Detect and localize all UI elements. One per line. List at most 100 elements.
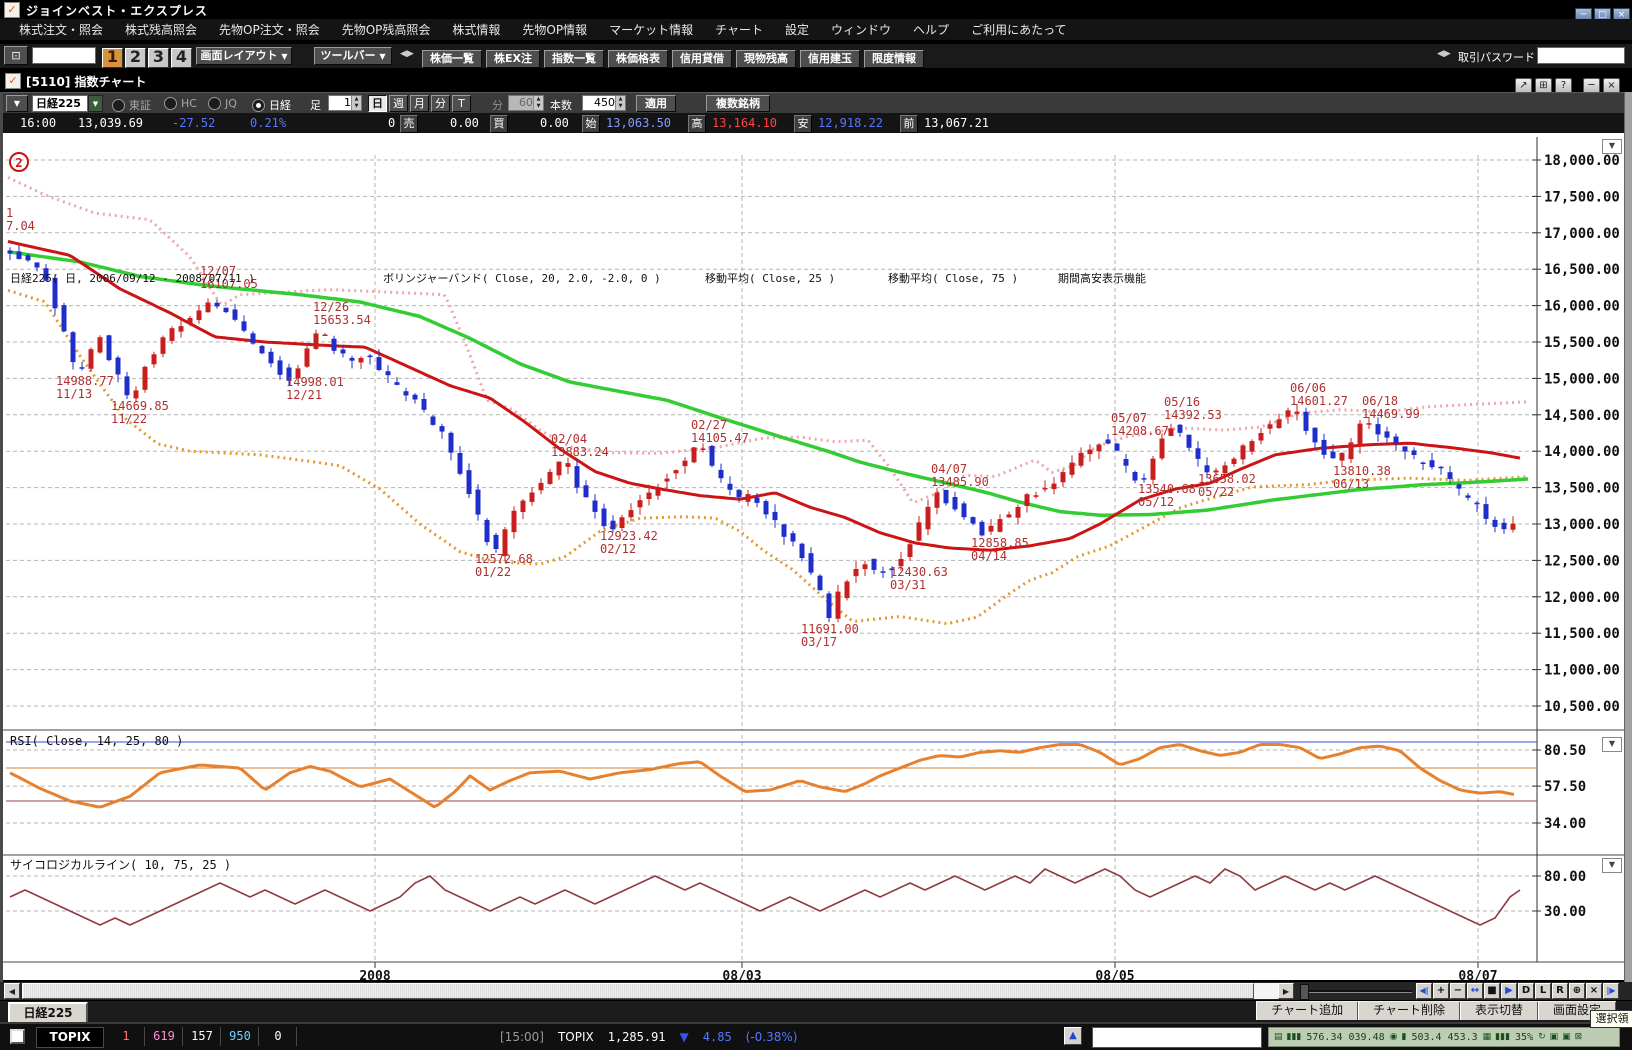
nav-button-3[interactable]: ↔ (1467, 983, 1483, 999)
status-change-pct: (-0.38%) (745, 1030, 798, 1044)
radio-日経[interactable]: 日経 (252, 97, 291, 113)
quick-button-1[interactable]: 株EX注 (486, 50, 540, 68)
nav-button-2[interactable]: − (1450, 983, 1466, 999)
bottom-button-2[interactable]: 表示切替 (1459, 1002, 1538, 1020)
nav-button-9[interactable]: ⊕ (1569, 983, 1585, 999)
bottom-button-0[interactable]: チャート追加 (1256, 1002, 1359, 1020)
quick-button-5[interactable]: 現物残高 (736, 50, 796, 68)
nav-button-11[interactable]: |▶ (1603, 983, 1619, 999)
cascade-windows-icon[interactable]: ⊡ (4, 46, 28, 65)
scrollbar-track[interactable] (1254, 983, 1278, 999)
layout-button[interactable]: 画面レイアウト ▼ (196, 47, 292, 65)
nav-button-7[interactable]: L (1535, 983, 1551, 999)
price-annotation: 12/21 (286, 388, 322, 402)
nav-button-5[interactable]: ▶ (1501, 983, 1517, 999)
apply-button[interactable]: 適用 (636, 95, 676, 112)
radio-HC[interactable]: HC (164, 97, 197, 110)
price-annotation: 11691.00 (801, 622, 859, 636)
menu-item-11[interactable]: ご利用にあたって (971, 23, 1067, 37)
chevron-down-icon[interactable]: ▼ (6, 95, 28, 112)
price-annotation: 13883.24 (551, 445, 609, 459)
password-input[interactable] (1537, 47, 1625, 64)
window-frame-right[interactable] (1624, 92, 1632, 1022)
menu-item-0[interactable]: 株式注文・照会 (19, 23, 104, 37)
splitter-icon-right[interactable]: ◀▶ (1437, 49, 1451, 59)
symbol-combobox-arrow-icon[interactable]: ▼ (88, 95, 103, 112)
status-cell-2: 157 (184, 1027, 221, 1046)
price-annotation: 05/22 (1198, 485, 1234, 499)
period-button-月[interactable]: 月 (410, 95, 429, 112)
nav-button-10[interactable]: × (1586, 983, 1602, 999)
menu-item-7[interactable]: チャート (715, 23, 764, 37)
menu-item-4[interactable]: 株式情報 (452, 23, 501, 37)
status-input-strip[interactable] (1092, 1027, 1262, 1048)
price-annotation: 12923.42 (600, 529, 658, 543)
chart-window-icon: ✓ (5, 73, 21, 89)
quick-button-4[interactable]: 信用貸借 (672, 50, 732, 68)
menu-item-8[interactable]: 設定 (785, 23, 810, 37)
menu-item-6[interactable]: マーケット情報 (609, 23, 694, 37)
period-button-分[interactable]: 分 (431, 95, 450, 112)
ashi-spinner[interactable]: 1 ▲ ▼ (328, 95, 362, 111)
psych-panel-dropdown-icon[interactable]: ▼ (1602, 858, 1622, 873)
ma75-line (7, 249, 1529, 518)
menu-item-10[interactable]: ヘルプ (913, 23, 950, 37)
bars-spinner[interactable]: 450 ▲ ▼ (582, 95, 626, 111)
quick-button-2[interactable]: 指数一覧 (544, 50, 604, 68)
marker-number: 2 (15, 156, 22, 170)
chart-window-button-4[interactable]: × (1603, 78, 1620, 94)
menu-item-5[interactable]: 先物OP情報 (522, 23, 588, 37)
radio-JQ[interactable]: JQ (208, 97, 237, 110)
chart-canvas[interactable]: 18,000.00 17,500.00 17,000.00 16,500.00 16,0… (0, 133, 1632, 984)
y-axis-label: 14,000.00 (1544, 444, 1620, 460)
scroll-right-icon[interactable]: ▶ (1278, 983, 1294, 999)
nav-button-8[interactable]: R (1552, 983, 1568, 999)
main-panel-dropdown-icon[interactable]: ▼ (1602, 139, 1622, 154)
status-up-button[interactable]: ▲ (1064, 1027, 1082, 1045)
rsi-panel-dropdown-icon[interactable]: ▼ (1602, 737, 1622, 752)
period-button-T[interactable]: T (452, 95, 471, 112)
multi-symbol-button[interactable]: 複数銘柄 (706, 95, 770, 112)
profile-button-4[interactable]: 4 (171, 48, 192, 68)
y-axis-label: 18,000.00 (1544, 153, 1620, 169)
nav-button-1[interactable]: + (1433, 983, 1449, 999)
radio-東証[interactable]: 東証 (112, 97, 151, 113)
menu-item-3[interactable]: 先物OP残高照会 (341, 23, 431, 37)
period-button-週[interactable]: 週 (389, 95, 408, 112)
radio-label: 東証 (129, 99, 151, 112)
tab-nikkei225[interactable]: 日経225 (8, 1002, 88, 1022)
symbol-combobox[interactable]: 日経225 (32, 95, 88, 112)
quick-button-3[interactable]: 株価格表 (608, 50, 668, 68)
marker-circle (9, 152, 29, 172)
bottom-button-1[interactable]: チャート削除 (1358, 1002, 1460, 1020)
toolbar-dropdown-button[interactable]: ツールバー ▼ (314, 47, 392, 65)
nav-button-0[interactable]: ◀| (1416, 983, 1432, 999)
tray-icon-14: ⊠ (1574, 1032, 1583, 1042)
bottom-button-3[interactable]: 画面設定 (1537, 1002, 1616, 1020)
ashi-label: 足 (310, 99, 321, 112)
quick-button-0[interactable]: 株価一覧 (422, 50, 482, 68)
splitter-icon[interactable]: ◀▶ (400, 49, 414, 59)
period-button-日[interactable]: 日 (368, 95, 387, 112)
profile-button-3[interactable]: 3 (148, 48, 169, 68)
quick-button-7[interactable]: 限度情報 (864, 50, 924, 68)
menu-item-9[interactable]: ウィンドウ (831, 23, 892, 37)
quote-volume: 0 (388, 116, 396, 130)
nav-button-6[interactable]: D (1518, 983, 1534, 999)
menu-item-1[interactable]: 株式残高照会 (125, 23, 198, 37)
zoom-slider[interactable] (1300, 990, 1412, 993)
tray-icon-9: ▮▮▮ (1495, 1032, 1511, 1042)
scroll-left-icon[interactable]: ◀ (4, 983, 20, 999)
status-cell-4: 0 (260, 1027, 297, 1046)
scrollbar-thumb[interactable] (22, 983, 1254, 999)
menu-item-2[interactable]: 先物OP注文・照会 (219, 23, 320, 37)
profile-button-1[interactable]: 1 (102, 48, 123, 68)
quick-button-6[interactable]: 信用建玉 (800, 50, 860, 68)
toolbar-code-input[interactable] (32, 47, 96, 64)
minute-spinner[interactable]: 60 ▲ ▼ (508, 95, 544, 111)
zoom-slider-thumb[interactable] (1300, 984, 1309, 1000)
nav-button-4[interactable]: ■ (1484, 983, 1500, 999)
profile-button-2[interactable]: 2 (125, 48, 146, 68)
price-annotation: 12572.68 (475, 552, 533, 566)
status-checkbox[interactable] (10, 1029, 25, 1044)
